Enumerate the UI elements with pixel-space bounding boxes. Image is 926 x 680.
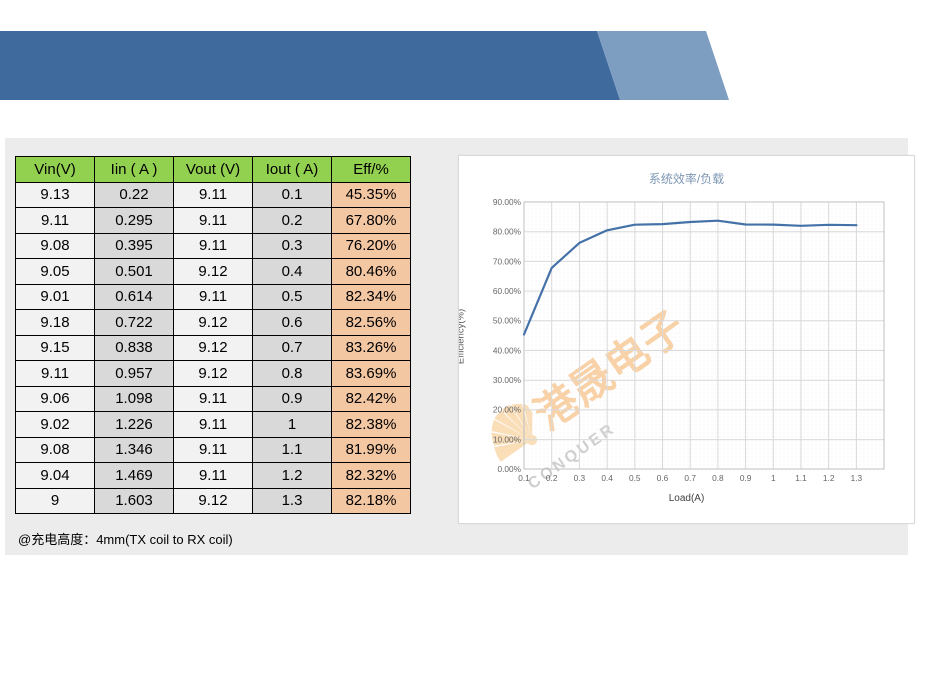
svg-text:20.00%: 20.00%: [493, 405, 522, 415]
svg-text:0.3: 0.3: [574, 473, 586, 483]
svg-text:1: 1: [771, 473, 776, 483]
svg-text:1.1: 1.1: [795, 473, 807, 483]
svg-text:70.00%: 70.00%: [493, 256, 522, 266]
svg-text:90.00%: 90.00%: [493, 197, 522, 207]
svg-text:0.9: 0.9: [740, 473, 752, 483]
svg-text:0.1: 0.1: [518, 473, 530, 483]
svg-text:10.00%: 10.00%: [493, 434, 522, 444]
svg-text:60.00%: 60.00%: [493, 286, 522, 296]
svg-text:0.8: 0.8: [712, 473, 724, 483]
svg-text:0.5: 0.5: [629, 473, 641, 483]
svg-text:0.7: 0.7: [684, 473, 696, 483]
svg-text:0.6: 0.6: [657, 473, 669, 483]
svg-text:1.3: 1.3: [851, 473, 863, 483]
svg-text:0.2: 0.2: [546, 473, 558, 483]
svg-text:40.00%: 40.00%: [493, 345, 522, 355]
svg-text:0.4: 0.4: [601, 473, 613, 483]
svg-text:80.00%: 80.00%: [493, 227, 522, 237]
svg-text:1.2: 1.2: [823, 473, 835, 483]
svg-text:50.00%: 50.00%: [493, 316, 522, 326]
svg-text:30.00%: 30.00%: [493, 375, 522, 385]
